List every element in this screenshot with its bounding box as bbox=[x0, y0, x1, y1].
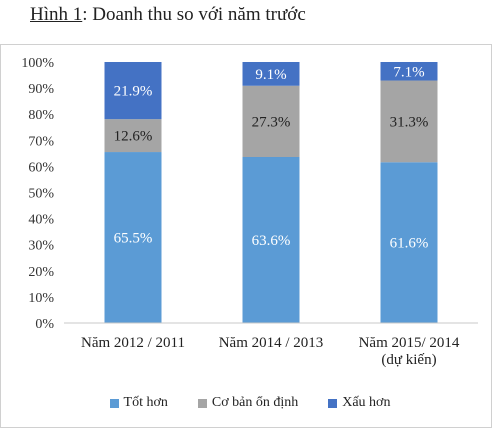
bar-segment bbox=[242, 62, 300, 86]
page-title: Hình 1: Doanh thu so với năm trước bbox=[30, 4, 306, 26]
title-text: : Doanh thu so với năm trước bbox=[82, 4, 306, 25]
data-label: 7.1% bbox=[393, 64, 424, 80]
data-label: 12.6% bbox=[114, 129, 153, 145]
data-label: 63.6% bbox=[252, 233, 291, 249]
data-label: 61.6% bbox=[390, 236, 429, 252]
x-category-label: Năm 2014 / 2013 bbox=[219, 335, 324, 351]
legend: Tốt hơn Cơ bản ổn định Xấu hơn bbox=[0, 395, 500, 411]
legend-swatch bbox=[328, 398, 338, 408]
legend-label: Tốt hơn bbox=[123, 395, 168, 410]
y-tick-label: 60% bbox=[28, 160, 54, 175]
y-tick-label: 40% bbox=[28, 213, 54, 228]
legend-item: Cơ bản ổn định bbox=[197, 395, 299, 411]
bar-segment bbox=[242, 85, 300, 158]
legend-item: Xấu hơn bbox=[328, 395, 390, 411]
y-tick-label: 90% bbox=[28, 82, 54, 97]
bar-segment bbox=[380, 162, 438, 323]
bar-segment bbox=[104, 119, 162, 153]
y-tick-label: 30% bbox=[28, 239, 54, 254]
chart-frame bbox=[0, 44, 492, 428]
y-tick-label: 80% bbox=[28, 108, 54, 123]
bar-segment bbox=[380, 62, 438, 81]
bar-segment bbox=[104, 62, 162, 120]
title-prefix: Hình 1 bbox=[30, 4, 83, 25]
bar-segment bbox=[104, 152, 162, 323]
y-tick-label: 0% bbox=[35, 317, 54, 332]
data-label: 9.1% bbox=[255, 67, 286, 83]
legend-swatch bbox=[109, 398, 119, 408]
data-label: 27.3% bbox=[252, 114, 291, 130]
data-label: 31.3% bbox=[390, 114, 429, 130]
y-tick-label: 50% bbox=[28, 187, 54, 202]
x-category-label: (dự kiến) bbox=[381, 352, 436, 368]
x-category-label: Năm 2012 / 2011 bbox=[81, 335, 185, 351]
legend-swatch bbox=[197, 398, 207, 408]
y-tick-label: 10% bbox=[28, 291, 54, 306]
x-category-label: Năm 2015/ 2014 bbox=[359, 335, 460, 351]
legend-item: Tốt hơn bbox=[109, 395, 168, 411]
data-label: 65.5% bbox=[114, 231, 153, 247]
bar-segment bbox=[380, 80, 438, 163]
y-tick-label: 70% bbox=[28, 134, 54, 149]
legend-label: Xấu hơn bbox=[342, 395, 391, 410]
bar-segment bbox=[242, 157, 300, 323]
y-tick-label: 20% bbox=[28, 265, 54, 280]
y-tick-label: 100% bbox=[21, 56, 54, 71]
legend-label: Cơ bản ổn định bbox=[211, 395, 299, 410]
data-label: 21.9% bbox=[114, 84, 153, 100]
